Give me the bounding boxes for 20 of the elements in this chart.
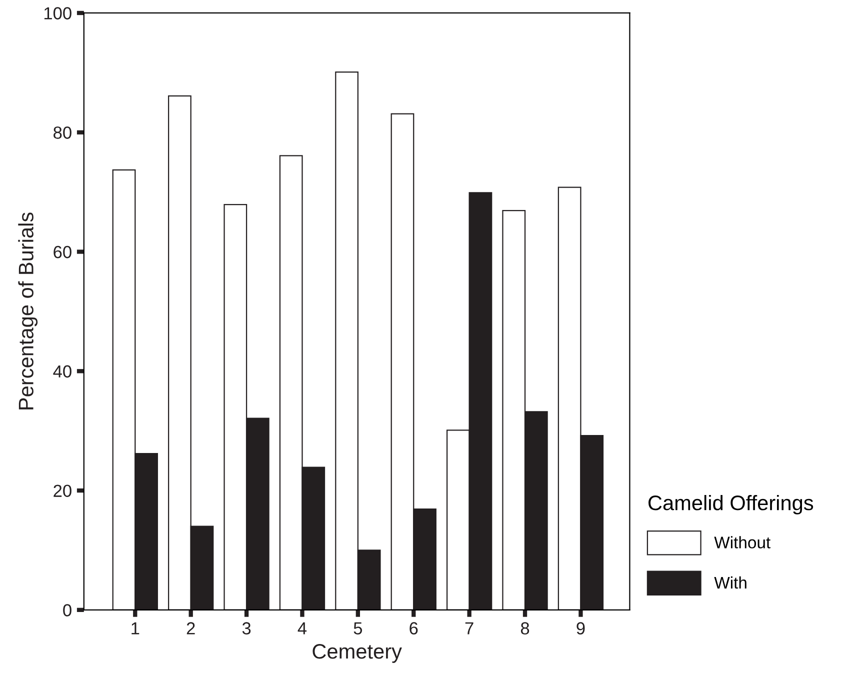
y-axis-title: Percentage of Burials — [18, 212, 38, 410]
y-tick-label: 100 — [44, 7, 72, 20]
y-tick-label: 0 — [63, 604, 72, 616]
x-tick-label: 1 — [132, 622, 140, 634]
legend-title: Camelid Offerings — [648, 495, 814, 514]
legend-label: Without — [714, 536, 770, 548]
x-tick-label: 2 — [186, 622, 195, 634]
x-tick-label: 9 — [576, 622, 585, 634]
x-tick-label: 5 — [354, 622, 362, 634]
x-axis-title: Cemetery — [312, 644, 402, 663]
x-tick-label: 4 — [298, 622, 307, 634]
y-tick-label: 60 — [54, 246, 72, 258]
legend-label: With — [714, 576, 746, 589]
x-tick-label: 8 — [520, 622, 530, 634]
y-tick-label: 80 — [54, 126, 72, 139]
y-tick-label: 40 — [53, 365, 72, 378]
x-tick-label: 6 — [410, 622, 418, 634]
y-tick-label: 20 — [54, 484, 72, 497]
x-tick-label: 7 — [465, 622, 474, 634]
x-tick-label: 3 — [242, 622, 251, 634]
